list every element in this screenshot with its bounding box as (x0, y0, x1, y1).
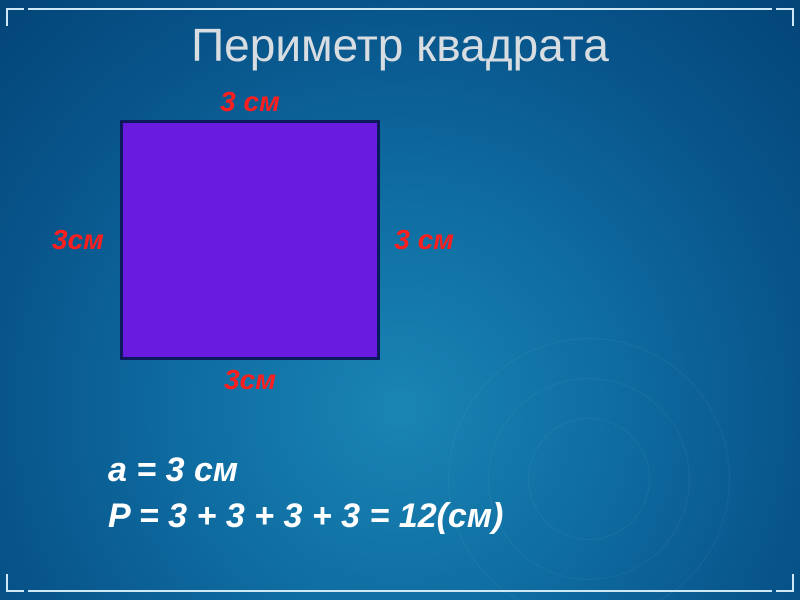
frame-corner (6, 590, 24, 592)
dimension-bottom: 3см (224, 364, 276, 396)
bg-ripple (528, 418, 650, 540)
frame-corner (6, 8, 24, 10)
slide-title: Периметр квадрата (0, 18, 800, 72)
frame-corner (6, 574, 8, 592)
frame-edge (28, 8, 772, 10)
formula-block: a = 3 см P = 3 + 3 + 3 + 3 = 12(см) (108, 448, 503, 540)
frame-edge (28, 590, 772, 592)
frame-corner (792, 574, 794, 592)
dimension-top: 3 см (220, 86, 280, 118)
slide: Периметр квадрата 3 см 3 см 3см 3см a = … (0, 0, 800, 600)
formula-perimeter: P = 3 + 3 + 3 + 3 = 12(см) (108, 494, 503, 540)
square-diagram: 3 см 3 см 3см 3см (120, 120, 380, 360)
formula-given: a = 3 см (108, 448, 503, 494)
square-shape (120, 120, 380, 360)
dimension-left: 3см (52, 224, 104, 256)
dimension-right: 3 см (394, 224, 454, 256)
